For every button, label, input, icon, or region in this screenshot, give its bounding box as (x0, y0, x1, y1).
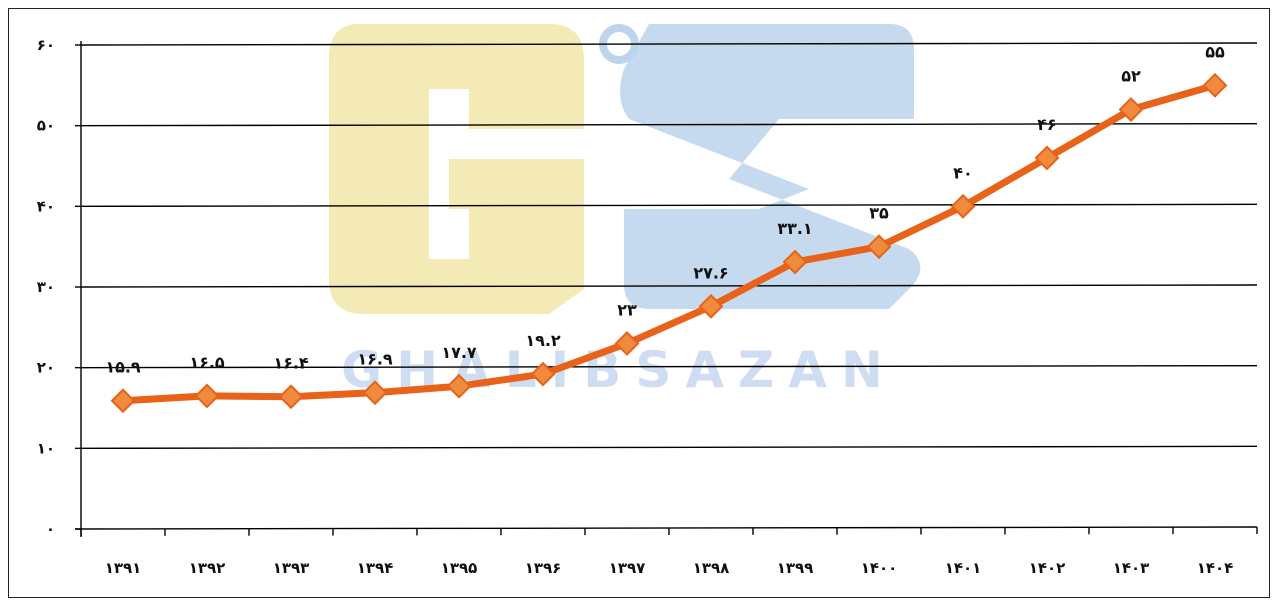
series-line (110, 72, 1228, 414)
data-point-marker (1202, 72, 1228, 98)
data-label: ۳۵ (869, 204, 889, 223)
gridline (80, 42, 1258, 46)
y-tick-label: ۲۰ (37, 359, 55, 377)
x-tick-label: ۱۴۰۲ (1029, 559, 1066, 577)
data-point-marker (782, 249, 808, 275)
data-label: ۴۰ (953, 163, 973, 182)
data-point-marker (530, 361, 556, 387)
data-label: ۱۷.۷ (441, 343, 477, 362)
data-point-marker (950, 193, 976, 219)
data-label: ۱۹.۲ (525, 331, 561, 350)
gridlines (80, 42, 1258, 450)
watermark-letter-s (620, 24, 921, 309)
data-label: ۲۷.۶ (693, 263, 728, 282)
x-tick-label: ۱۴۰۰ (861, 559, 898, 577)
data-label: ۱۵.۹ (105, 358, 141, 377)
x-tick-label: ۱۴۰۴ (1197, 559, 1234, 577)
x-tick-label: ۱۳۹۲ (189, 559, 226, 577)
data-point-marker (446, 373, 472, 399)
data-label: ۱۶.۹ (357, 350, 393, 369)
data-point-marker (1034, 145, 1060, 171)
data-point-marker (1118, 97, 1144, 122)
x-tick-label: ۱۳۹۱ (105, 559, 142, 577)
x-tick-label: ۱۴۰۳ (1113, 559, 1150, 577)
y-tick-label: ۴۰ (37, 197, 55, 215)
gridline (80, 122, 1258, 127)
x-tick-label: ۱۳۹۷ (609, 559, 646, 577)
y-tick-label: ۵۰ (37, 117, 55, 135)
x-tick-label: ۱۳۹۶ (525, 559, 562, 577)
gridline (80, 364, 1258, 369)
y-tick-label: ۱۰ (37, 439, 55, 457)
x-tick-label: ۱۴۰۱ (945, 559, 982, 577)
x-axis-ticks: ۱۳۹۱ ۱۳۹۲ ۱۳۹۳ ۱۳۹۴ ۱۳۹۵ ۱۳۹۶ ۱۳۹۷ ۱۳۹۸ ۱۳۹۹ ۱۴۰۰… (80, 527, 1258, 577)
axes (74, 41, 1258, 537)
series-line-path (119, 81, 1219, 405)
y-tick-label: ۶۰ (37, 36, 55, 54)
chart-frame: GHALIBSAZAN ۰ ۱۰ ۲۰ ۳۰ ۴۰ ۵۰ ۶۰ ۱۳۹۱ ۱۳۹۲ ۱۳۹۳ ۱۳… (8, 8, 1270, 598)
x-tick-label: ۱۳۹۳ (273, 559, 310, 577)
data-point-marker (194, 383, 220, 409)
data-label: ۲۳ (617, 300, 637, 319)
data-point-marker (278, 384, 304, 410)
x-tick-label: ۱۳۹۸ (693, 559, 730, 577)
y-tick-label: ۰ (46, 520, 55, 538)
watermark-logo: GHALIBSAZAN (329, 24, 921, 399)
data-label: ۴۶ (1037, 115, 1057, 134)
x-axis-line (74, 526, 1258, 530)
data-label: ۱۶.۴ (273, 354, 309, 373)
data-point-marker (614, 331, 640, 356)
data-label: ۵۵ (1205, 42, 1225, 61)
data-label: ۳۳.۱ (777, 219, 812, 238)
data-point-marker (866, 234, 892, 260)
x-tick-label: ۱۳۹۵ (441, 559, 478, 577)
x-tick-label: ۱۳۹۹ (777, 559, 814, 577)
data-point-marker (110, 388, 136, 414)
y-axis-ticks: ۰ ۱۰ ۲۰ ۳۰ ۴۰ ۵۰ ۶۰ (37, 36, 81, 538)
y-tick-label: ۳۰ (37, 278, 55, 296)
gridline (80, 284, 1258, 288)
data-label: ۱۶.۵ (189, 353, 225, 372)
x-tick-label: ۱۳۹۴ (357, 559, 394, 577)
data-label: ۵۲ (1121, 67, 1141, 86)
gridline (80, 445, 1258, 450)
watermark-letter-g (329, 24, 584, 314)
data-labels: ۱۵.۹ ۱۶.۵ ۱۶.۴ ۱۶.۹ ۱۷.۷ ۱۹.۲ ۲۳ ۲۷.۶ ۳۳.۱ ۳۵ ۴۰ ۴۶… (105, 42, 1225, 376)
data-point-marker (362, 380, 388, 406)
gridline (80, 203, 1258, 208)
data-point-marker (698, 293, 724, 319)
